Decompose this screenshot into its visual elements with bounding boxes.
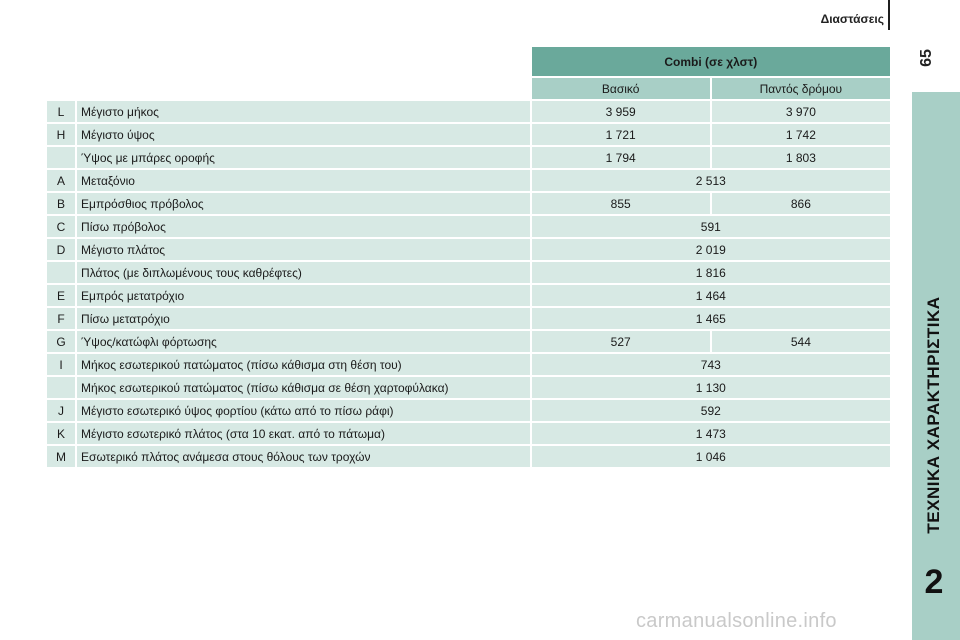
chapter-title: ΤΕΧΝΙΚΑ ΧΑΡΑΚΤΗΡΙΣΤΙΚΑ (924, 296, 943, 534)
table-row: Μήκος εσωτερικού πατώματος (πίσω κάθισμα… (47, 377, 890, 398)
dimension-value: 1 130 (531, 377, 890, 398)
dimension-value: 743 (531, 354, 890, 375)
dimension-label: Μέγιστο μήκος (77, 101, 530, 122)
dimension-value: 1 465 (531, 308, 890, 329)
dimension-code: I (47, 354, 76, 375)
dimension-label: Ύψος με μπάρες οροφής (77, 147, 530, 168)
dimension-value-offroad: 3 970 (711, 101, 890, 122)
dimension-code: C (47, 216, 76, 237)
dimension-value-basic: 1 794 (531, 147, 710, 168)
column-header-offroad: Παντός δρόμου (711, 78, 890, 99)
dimension-value: 1 046 (531, 446, 890, 467)
dimension-value-basic: 855 (531, 193, 710, 214)
dimension-label: Μήκος εσωτερικού πατώματος (πίσω κάθισμα… (77, 377, 530, 398)
dimension-code: K (47, 423, 76, 444)
dimension-code: G (47, 331, 76, 352)
table-row: H Μέγιστο ύψος 1 721 1 742 (47, 124, 890, 145)
dimension-label: Εσωτερικό πλάτος ανάμεσα στους θόλους τω… (77, 446, 530, 467)
dimension-value-basic: 3 959 (531, 101, 710, 122)
dimension-code: M (47, 446, 76, 467)
dimension-code: E (47, 285, 76, 306)
dimension-value-offroad: 1 803 (711, 147, 890, 168)
page-number: 65 (918, 49, 935, 67)
dimension-label: Εμπρόσθιος πρόβολος (77, 193, 530, 214)
dimension-code: D (47, 239, 76, 260)
table-row: L Μέγιστο μήκος 3 959 3 970 (47, 101, 890, 122)
dimension-label: Πλάτος (με διπλωμένους τους καθρέφτες) (77, 262, 530, 283)
chapter-side-tab (912, 92, 960, 640)
table-row: A Μεταξόνιο 2 513 (47, 170, 890, 191)
chapter-number: 2 (924, 563, 944, 601)
table-row: K Μέγιστο εσωτερικό πλάτος (στα 10 εκατ. … (47, 423, 890, 444)
dimension-label: Μέγιστο ύψος (77, 124, 530, 145)
dimension-code: H (47, 124, 76, 145)
dimension-value: 1 816 (531, 262, 890, 283)
table-row: E Εμπρός μετατρόχιο 1 464 (47, 285, 890, 306)
dimension-label: Μήκος εσωτερικού πατώματος (πίσω κάθισμα… (77, 354, 530, 375)
dimension-code (47, 147, 76, 168)
dimension-code (47, 377, 76, 398)
dimension-label: Μεταξόνιο (77, 170, 530, 191)
dimension-code: J (47, 400, 76, 421)
table-row: C Πίσω πρόβολος 591 (47, 216, 890, 237)
table-body: L Μέγιστο μήκος 3 959 3 970 H Μέγιστο ύψος 1 7… (47, 101, 890, 467)
table-row: I Μήκος εσωτερικού πατώματος (πίσω κάθισμ… (47, 354, 890, 375)
dimension-code: B (47, 193, 76, 214)
table-row: G Ύψος/κατώφλι φόρτωσης 527 544 (47, 331, 890, 352)
dimension-value-offroad: 1 742 (711, 124, 890, 145)
dimensions-table: Combi (σε χλστ) Βασικό Παντός δρόμου L Μέ… (45, 45, 892, 469)
table-row: Ύψος με μπάρες οροφής 1 794 1 803 (47, 147, 890, 168)
watermark: carmanualsonline.info (636, 610, 837, 632)
dimension-code: L (47, 101, 76, 122)
dimension-label: Εμπρός μετατρόχιο (77, 285, 530, 306)
table-row: Πλάτος (με διπλωμένους τους καθρέφτες) 1 … (47, 262, 890, 283)
dimension-code: A (47, 170, 76, 191)
dimension-value: 592 (531, 400, 890, 421)
dimension-label: Μέγιστο εσωτερικό πλάτος (στα 10 εκατ. α… (77, 423, 530, 444)
dimension-value: 2 513 (531, 170, 890, 191)
dimension-label: Μέγιστο εσωτερικό ύψος φορτίου (κάτω από… (77, 400, 530, 421)
dimension-value: 2 019 (531, 239, 890, 260)
table-row: M Εσωτερικό πλάτος ανάμεσα στους θόλους τ… (47, 446, 890, 467)
dimension-code: F (47, 308, 76, 329)
dimension-value-offroad: 866 (711, 193, 890, 214)
header-divider (888, 0, 890, 30)
table-row: D Μέγιστο πλάτος 2 019 (47, 239, 890, 260)
table-row: F Πίσω μετατρόχιο 1 465 (47, 308, 890, 329)
dimension-value-basic: 527 (531, 331, 710, 352)
section-title: Διαστάσεις (820, 12, 884, 26)
dimension-value: 591 (531, 216, 890, 237)
dimension-label: Πίσω πρόβολος (77, 216, 530, 237)
dimension-value-offroad: 544 (711, 331, 890, 352)
dimension-value: 1 473 (531, 423, 890, 444)
group-header: Combi (σε χλστ) (531, 47, 890, 76)
dimension-value: 1 464 (531, 285, 890, 306)
dimension-code (47, 262, 76, 283)
table-row: B Εμπρόσθιος πρόβολος 855 866 (47, 193, 890, 214)
dimension-label: Μέγιστο πλάτος (77, 239, 530, 260)
dimension-label: Ύψος/κατώφλι φόρτωσης (77, 331, 530, 352)
dimension-value-basic: 1 721 (531, 124, 710, 145)
dimension-label: Πίσω μετατρόχιο (77, 308, 530, 329)
table-row: J Μέγιστο εσωτερικό ύψος φορτίου (κάτω απ… (47, 400, 890, 421)
column-header-basic: Βασικό (531, 78, 710, 99)
